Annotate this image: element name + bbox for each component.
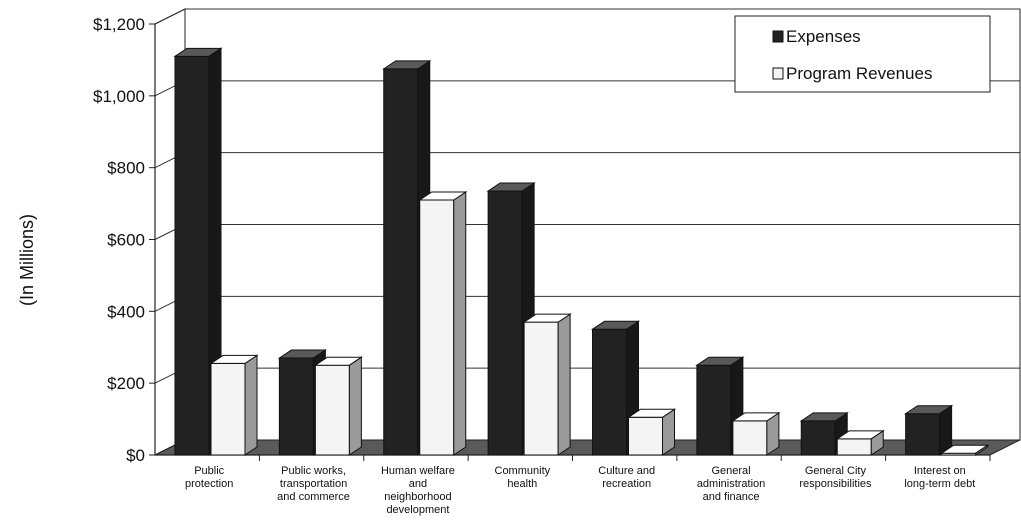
bar-top-face bbox=[173, 47, 223, 57]
bar-program-revenues bbox=[209, 354, 259, 456]
bar-front-face bbox=[800, 420, 836, 456]
bar-top-face bbox=[382, 60, 432, 70]
x-tick-label: Public works, transportation and commerce bbox=[277, 465, 350, 503]
bar-top-face bbox=[939, 444, 990, 454]
bar-program-revenues bbox=[835, 429, 885, 456]
bar-side-face bbox=[244, 354, 258, 456]
x-tick-label: General City responsibilities bbox=[799, 465, 872, 490]
legend-swatch bbox=[772, 30, 784, 43]
y-tick-label: $400 bbox=[107, 302, 145, 321]
bar-top-face bbox=[418, 191, 468, 201]
bar-program-revenues bbox=[626, 408, 677, 456]
bar-top-face bbox=[903, 405, 954, 415]
bar-front-face bbox=[174, 55, 210, 456]
y-tick-label: $1,200 bbox=[93, 15, 145, 34]
bar-side-face bbox=[453, 191, 467, 456]
gridline-side bbox=[154, 8, 186, 25]
bar-side-face bbox=[348, 356, 362, 456]
bar-front-face bbox=[732, 420, 768, 456]
bar-front-face bbox=[210, 362, 246, 456]
bar-top-face bbox=[731, 412, 781, 422]
bar-front-face bbox=[278, 357, 314, 456]
bar-top-face bbox=[626, 408, 677, 418]
y-axis-ticks: $0 $200 $400 $600 $800 $1,000 $1,200 bbox=[93, 15, 155, 465]
bar-top-face bbox=[486, 182, 536, 192]
bar-program-revenues bbox=[939, 444, 990, 456]
x-tick-label: Culture and recreation bbox=[598, 465, 655, 490]
legend: Expenses Program Revenues bbox=[734, 15, 991, 93]
bar-front-face bbox=[592, 328, 627, 456]
y-tick-label: $200 bbox=[107, 374, 145, 393]
bar-program-revenues bbox=[418, 191, 468, 456]
bar-front-face bbox=[314, 364, 350, 456]
y-tick-label: $800 bbox=[107, 159, 145, 178]
x-tick-label: Human welfare and neighborhood development bbox=[381, 465, 455, 516]
bar-top-face bbox=[522, 313, 572, 323]
bar-program-revenues bbox=[313, 356, 364, 456]
bar-front-face bbox=[836, 438, 872, 456]
bar-side-face bbox=[557, 313, 571, 456]
legend-label: Program Revenues bbox=[786, 64, 932, 83]
bar-top-face bbox=[799, 412, 849, 422]
bar-top-face bbox=[277, 349, 328, 359]
bar-expenses bbox=[799, 411, 849, 456]
bar-front-face bbox=[383, 68, 419, 456]
x-tick-label: Community health bbox=[495, 465, 551, 490]
y-tick-label: $600 bbox=[107, 231, 145, 250]
y-tick-label: $0 bbox=[126, 446, 145, 465]
bar-front-face bbox=[419, 199, 455, 456]
bar-top-face bbox=[695, 356, 745, 366]
bar-program-revenues bbox=[731, 411, 781, 456]
x-tick-label: Interest on long-term debt bbox=[904, 465, 975, 490]
bar-top-face bbox=[209, 354, 259, 364]
legend-swatch bbox=[772, 67, 784, 80]
x-axis-labels: Public protection Public works, transportat… bbox=[185, 455, 991, 516]
bars bbox=[173, 47, 990, 456]
bar-program-revenues bbox=[522, 313, 572, 456]
bar-front-face bbox=[487, 190, 523, 456]
x-tick-label: Public protection bbox=[185, 465, 233, 490]
bar-front-face bbox=[905, 413, 941, 456]
legend-label: Expenses bbox=[786, 27, 861, 46]
bar-front-face bbox=[696, 364, 732, 456]
bar-top-face bbox=[313, 356, 364, 366]
bar-expenses bbox=[173, 47, 223, 456]
bar-front-face bbox=[523, 321, 559, 456]
x-tick-label: General administration and finance bbox=[697, 465, 765, 503]
bar-front-face bbox=[628, 416, 663, 456]
y-axis-title: (In Millions) bbox=[17, 214, 37, 306]
bar-expenses bbox=[903, 404, 954, 456]
bar-top-face bbox=[590, 320, 641, 330]
bar-top-face bbox=[835, 430, 885, 440]
y-tick-label: $1,000 bbox=[93, 87, 145, 106]
